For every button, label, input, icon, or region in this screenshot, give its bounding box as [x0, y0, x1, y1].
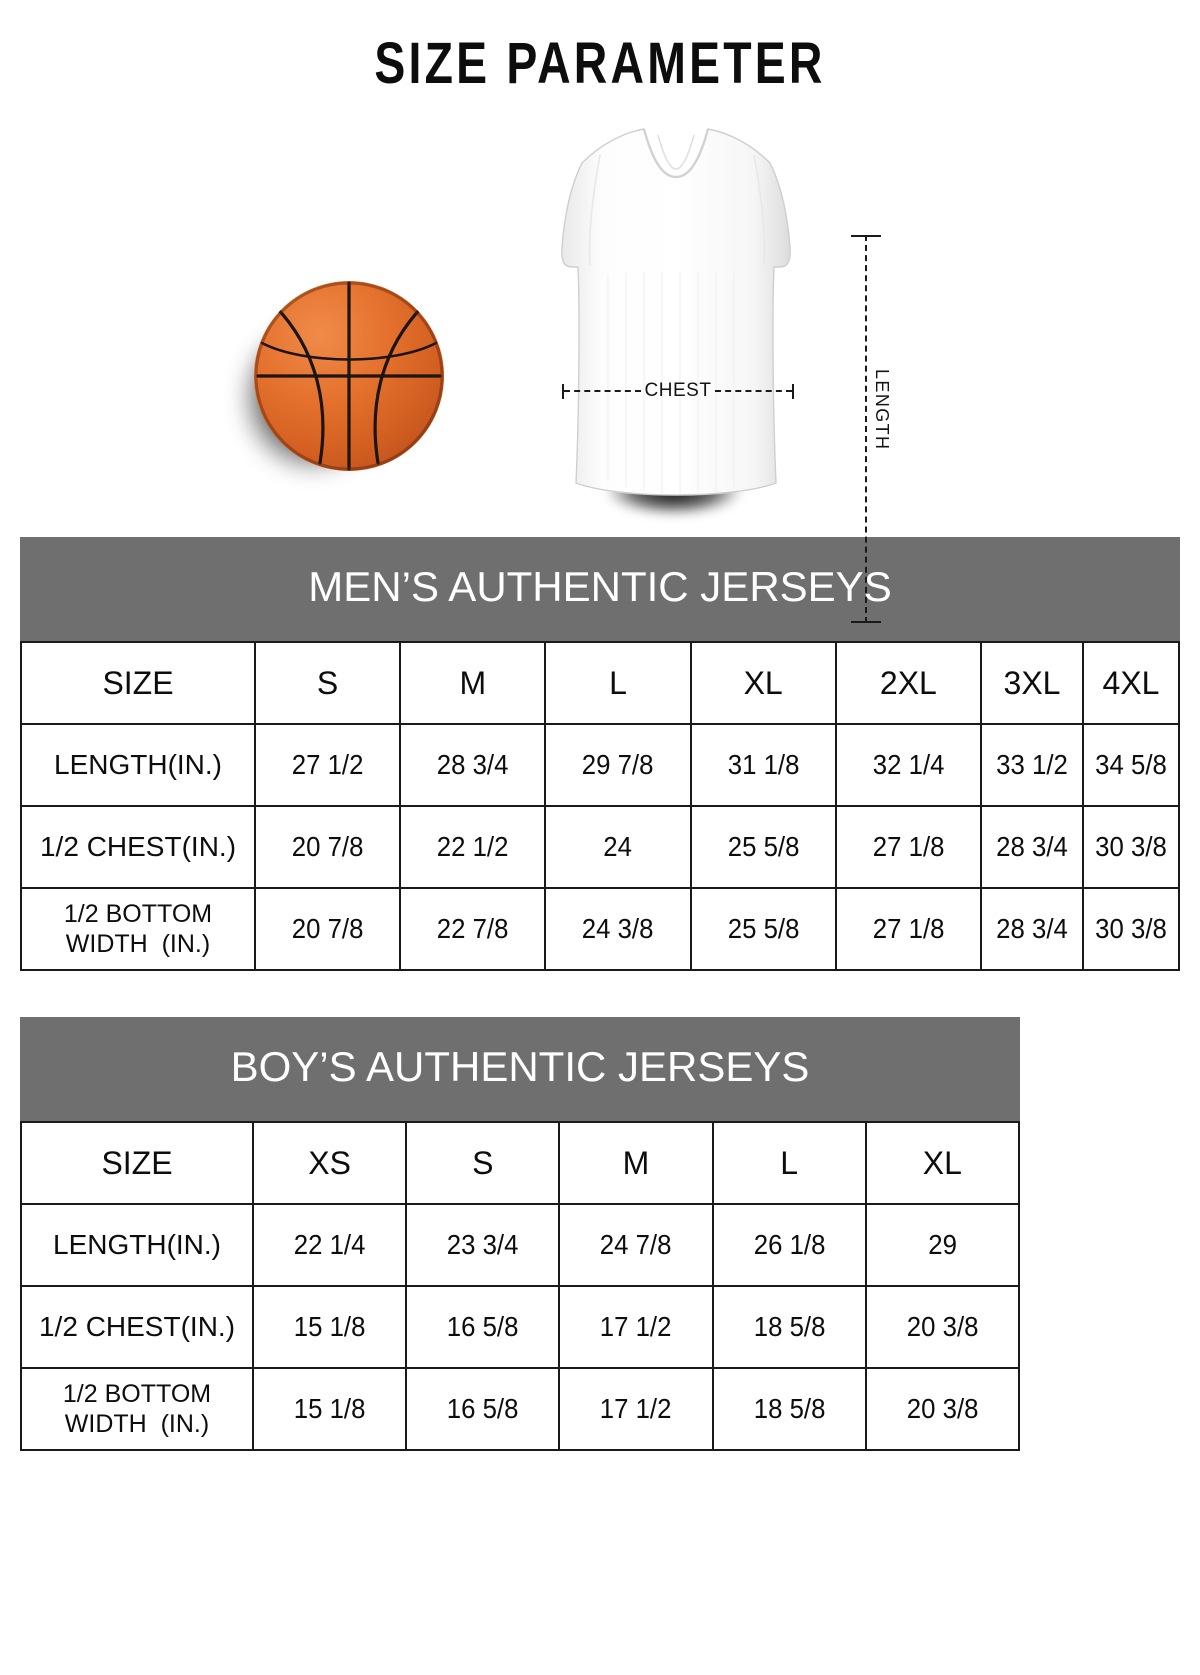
- table-row: 1/2 CHEST(IN.) 20 7/8 22 1/2 24 25 5/8 2…: [20, 805, 1179, 889]
- cell-bottom-s: 16 5/8: [411, 1367, 555, 1451]
- basketball-icon: [196, 259, 446, 509]
- cell-length-s: 23 3/4: [411, 1203, 555, 1287]
- length-cap-bottom: [851, 621, 881, 623]
- cell-length-m: 28 3/4: [405, 723, 541, 807]
- column-header-3xl: 3XL: [980, 641, 1084, 725]
- mens-table-block: MEN’S AUTHENTIC JERSEYS SIZE S M L XL 2X…: [20, 537, 1180, 971]
- cell-bottom-m: 17 1/2: [564, 1367, 708, 1451]
- cell-chest-2xl: 27 1/8: [840, 805, 977, 889]
- column-header-xl: XL: [689, 641, 837, 725]
- chest-label: CHEST: [644, 380, 712, 401]
- column-header-2xl: 2XL: [834, 641, 983, 725]
- column-header-size: SIZE: [20, 641, 256, 725]
- cell-bottom-xl: 25 5/8: [695, 887, 831, 971]
- table-spacer: [0, 971, 1200, 1017]
- boys-table-banner: BOY’S AUTHENTIC JERSEYS: [20, 1017, 1020, 1121]
- table-row: LENGTH(IN.) 22 1/4 23 3/4 24 7/8 26 1/8 …: [20, 1203, 1019, 1287]
- cell-length-3xl: 33 1/2: [984, 723, 1080, 807]
- mens-size-table: SIZE S M L XL 2XL 3XL 4XL LENGTH(IN.) 27…: [20, 641, 1180, 971]
- row-label-length: LENGTH(IN.): [20, 723, 256, 807]
- column-header-xs: XS: [251, 1121, 408, 1205]
- column-header-size: SIZE: [20, 1121, 254, 1205]
- table-row: 1/2 CHEST(IN.) 15 1/8 16 5/8 17 1/2 18 5…: [20, 1285, 1019, 1369]
- column-header-l: L: [711, 1121, 867, 1205]
- cell-chest-4xl: 30 3/8: [1085, 805, 1177, 889]
- cell-bottom-s: 20 7/8: [259, 887, 396, 971]
- cell-chest-m: 17 1/2: [564, 1285, 708, 1369]
- mens-table-banner: MEN’S AUTHENTIC JERSEYS: [20, 537, 1180, 641]
- row-label-line-1: 1/2 BOTTOM: [62, 1379, 212, 1408]
- cell-chest-xl: 25 5/8: [695, 805, 831, 889]
- row-label-bottom-width: 1/2 BOTTOM WIDTH (IN.): [20, 887, 256, 971]
- row-label-line-2: WIDTH (IN.): [65, 930, 211, 958]
- table-row: 1/2 BOTTOM WIDTH (IN.) 20 7/8 22 7/8 24 …: [20, 887, 1179, 971]
- cell-length-l: 26 1/8: [717, 1203, 861, 1287]
- column-header-l: L: [544, 641, 692, 725]
- chest-dash-left: [564, 390, 641, 392]
- cell-length-4xl: 34 5/8: [1085, 723, 1177, 807]
- cell-length-2xl: 32 1/4: [840, 723, 977, 807]
- boys-table-block: BOY’S AUTHENTIC JERSEYS SIZE XS S M L XL…: [20, 1017, 1021, 1451]
- row-label-chest: 1/2 CHEST(IN.): [20, 1285, 254, 1369]
- row-label-bottom-width: 1/2 BOTTOM WIDTH (IN.): [20, 1367, 254, 1451]
- length-dash-line: [865, 235, 867, 623]
- chest-cap-left: [562, 383, 564, 399]
- cell-bottom-l: 18 5/8: [717, 1367, 861, 1451]
- row-label-line-1: 1/2 BOTTOM: [63, 899, 213, 928]
- table-header-row: SIZE S M L XL 2XL 3XL 4XL: [20, 641, 1180, 725]
- column-header-s: S: [253, 641, 402, 725]
- table-row: LENGTH(IN.) 27 1/2 28 3/4 29 7/8 31 1/8 …: [20, 723, 1179, 807]
- cell-bottom-3xl: 28 3/4: [984, 887, 1080, 971]
- cell-length-l: 29 7/8: [550, 723, 686, 807]
- cell-length-m: 24 7/8: [564, 1203, 708, 1287]
- page-title: SIZE PARAMETER: [374, 31, 826, 96]
- cell-chest-3xl: 28 3/4: [984, 805, 1080, 889]
- cell-length-xs: 22 1/4: [258, 1203, 401, 1287]
- length-label: LENGTH: [871, 363, 892, 457]
- chest-cap-right: [792, 383, 794, 399]
- row-label-chest: 1/2 CHEST(IN.): [20, 805, 256, 889]
- table-row: 1/2 BOTTOM WIDTH (IN.) 15 1/8 16 5/8 17 …: [20, 1367, 1019, 1451]
- cell-bottom-2xl: 27 1/8: [840, 887, 977, 971]
- illustration-band: CHEST LENGTH: [0, 107, 1200, 623]
- cell-chest-l: 24: [550, 805, 686, 889]
- cell-chest-s: 16 5/8: [411, 1285, 555, 1369]
- cell-chest-m: 22 1/2: [405, 805, 541, 889]
- length-measure-guide: LENGTH: [845, 235, 892, 623]
- column-header-s: S: [405, 1121, 561, 1205]
- cell-length-s: 27 1/2: [259, 723, 396, 807]
- table-header-row: SIZE XS S M L XL: [20, 1121, 1021, 1205]
- column-header-4xl: 4XL: [1082, 641, 1180, 725]
- cell-bottom-xs: 15 1/8: [258, 1367, 401, 1451]
- cell-length-xl: 31 1/8: [695, 723, 831, 807]
- cell-bottom-4xl: 30 3/8: [1085, 887, 1177, 971]
- cell-chest-s: 20 7/8: [259, 805, 396, 889]
- cell-bottom-m: 22 7/8: [405, 887, 541, 971]
- boys-size-table: SIZE XS S M L XL LENGTH(IN.) 22 1/4 23 3…: [20, 1121, 1021, 1451]
- chest-dash-right: [715, 390, 792, 392]
- column-header-m: M: [558, 1121, 714, 1205]
- cell-bottom-xl: 20 3/8: [870, 1367, 1014, 1451]
- cell-chest-l: 18 5/8: [717, 1285, 861, 1369]
- basketball-ball: [254, 281, 444, 471]
- row-label-length: LENGTH(IN.): [20, 1203, 254, 1287]
- row-label-line-2: WIDTH (IN.): [64, 1410, 210, 1438]
- column-header-m: M: [399, 641, 547, 725]
- cell-chest-xl: 20 3/8: [870, 1285, 1014, 1369]
- chest-measure-guide: CHEST: [562, 380, 794, 401]
- cell-bottom-l: 24 3/8: [550, 887, 686, 971]
- cell-length-xl: 29: [870, 1203, 1014, 1287]
- cell-chest-xs: 15 1/8: [258, 1285, 401, 1369]
- jersey-icon: [548, 115, 808, 535]
- column-header-xl: XL: [864, 1121, 1021, 1205]
